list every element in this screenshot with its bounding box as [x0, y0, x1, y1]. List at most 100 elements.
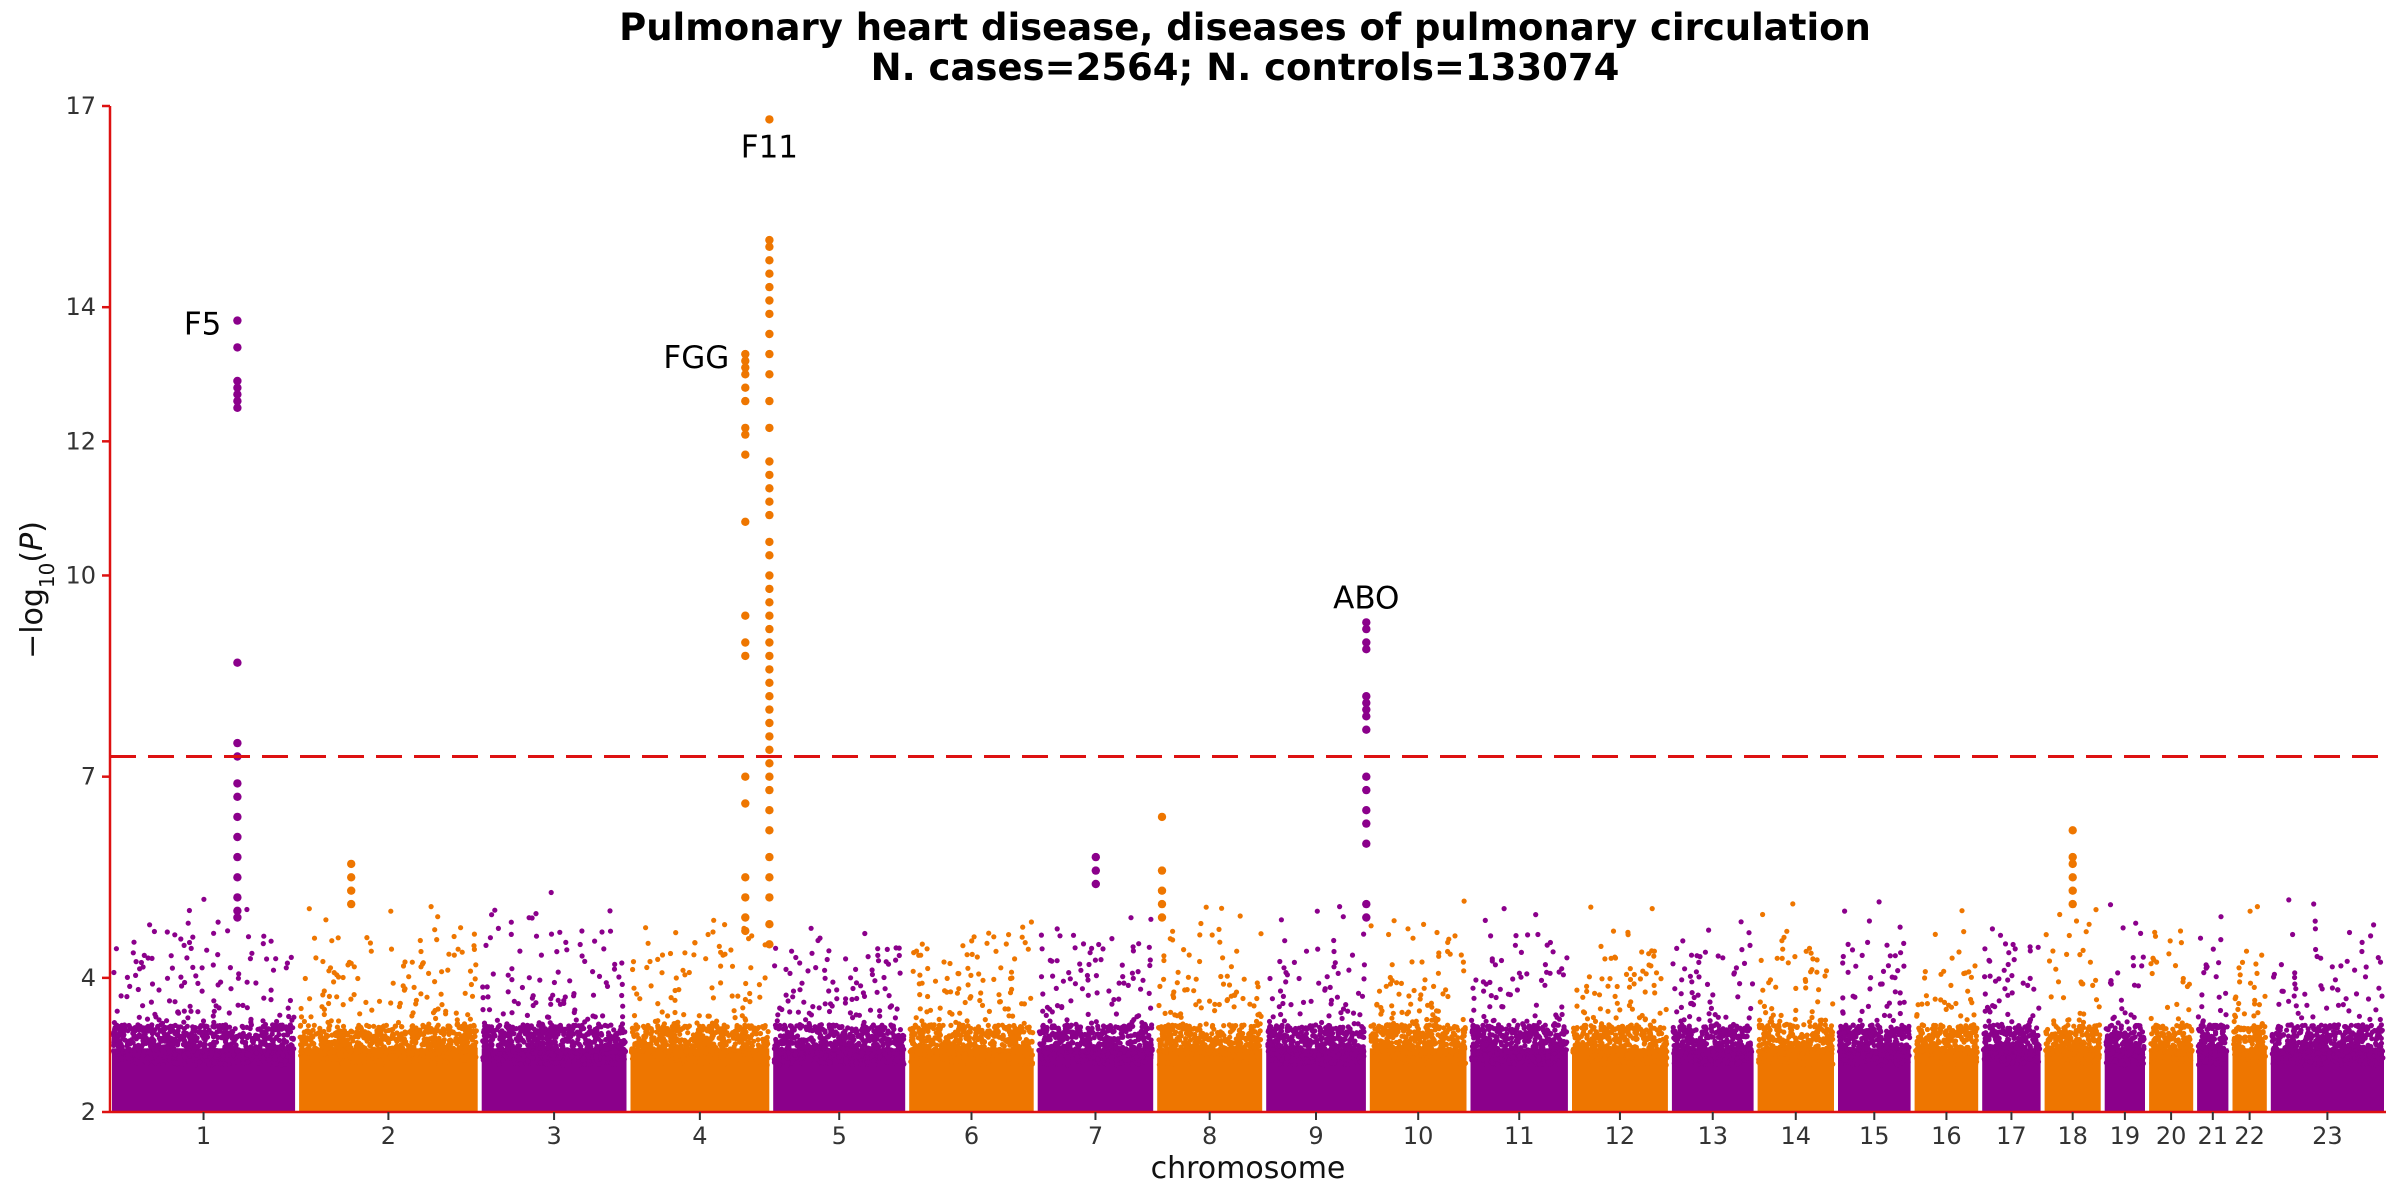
snp-point	[331, 1058, 337, 1064]
snp-point	[885, 1028, 891, 1034]
snp-point	[1138, 1052, 1144, 1058]
snp-point	[229, 1033, 235, 1039]
snp-point	[718, 963, 724, 969]
snp-point	[329, 938, 335, 944]
snp-point	[1028, 995, 1034, 1001]
snp-point	[795, 1009, 802, 1015]
snp-point	[577, 1030, 583, 1036]
snp-point	[831, 1052, 837, 1058]
snp-point	[604, 983, 611, 990]
snp-point	[631, 1013, 638, 1019]
snp-point	[926, 1034, 932, 1040]
snp-point	[1138, 1047, 1144, 1053]
snp-point	[388, 946, 395, 952]
snp-point	[139, 1044, 145, 1050]
snp-point	[140, 1028, 146, 1034]
snp-point	[1057, 933, 1063, 939]
snp-point	[1147, 957, 1153, 963]
snp-point	[762, 1049, 768, 1055]
snp-point	[694, 1051, 700, 1057]
snp-point	[465, 1039, 471, 1045]
snp-point	[114, 1008, 120, 1014]
snp-point	[1043, 1012, 1049, 1019]
snp-point	[278, 1062, 284, 1068]
snp-point	[367, 1041, 373, 1047]
snp-point	[227, 1024, 233, 1030]
snp-point	[1005, 1054, 1012, 1060]
snp-point	[507, 1031, 513, 1037]
snp-point	[336, 1050, 342, 1056]
snp-point	[509, 1010, 515, 1016]
snp-point	[944, 975, 950, 982]
snp-point	[934, 1050, 941, 1056]
snp-point	[224, 1057, 230, 1063]
snp-point	[402, 959, 408, 965]
snp-point	[113, 946, 119, 952]
snp-point	[334, 972, 340, 978]
snp-point	[953, 1033, 959, 1039]
snp-point	[1138, 986, 1144, 992]
snp-point	[643, 1030, 650, 1036]
snp-point	[199, 965, 205, 971]
snp-point	[482, 1023, 488, 1029]
snp-point	[932, 978, 939, 984]
snp-point	[853, 966, 859, 973]
snp-point	[265, 1042, 271, 1049]
snp-point	[326, 993, 332, 1000]
snp-point	[1062, 1034, 1068, 1040]
snp-point	[697, 1059, 703, 1065]
snp-point	[674, 1048, 680, 1055]
snp-point	[125, 1059, 131, 1065]
snp-point	[518, 1061, 524, 1068]
snp-point	[517, 948, 523, 954]
snp-point	[211, 1008, 217, 1014]
snp-point	[264, 956, 270, 962]
snp-point	[467, 968, 474, 974]
snp-point	[429, 1035, 435, 1041]
snp-point	[125, 1052, 131, 1058]
snp-point	[986, 930, 992, 936]
snp-point	[920, 1034, 926, 1040]
snp-point	[877, 1054, 883, 1060]
chromosome-3-points	[480, 889, 629, 1112]
snp-point	[1106, 988, 1112, 994]
snp-point	[606, 1032, 612, 1039]
snp-point	[537, 977, 543, 983]
snp-point	[935, 1058, 941, 1064]
snp-point	[152, 1052, 158, 1058]
snp-point	[620, 1003, 626, 1009]
snp-point	[409, 1051, 415, 1057]
snp-point	[508, 919, 514, 925]
snp-point	[497, 1034, 503, 1040]
snp-point	[642, 1053, 649, 1059]
snp-point	[277, 1012, 283, 1018]
snp-point	[132, 1051, 138, 1057]
snp-point	[1019, 1059, 1025, 1065]
snp-point	[332, 1038, 338, 1045]
snp-point	[496, 1062, 502, 1068]
snp-point	[814, 1050, 820, 1056]
snp-point	[462, 990, 468, 996]
snp-point	[226, 1010, 232, 1016]
snp-point	[546, 1038, 553, 1044]
snp-point	[551, 1053, 557, 1059]
snp-point	[635, 1024, 641, 1030]
snp-point	[141, 1048, 147, 1054]
snp-point	[848, 975, 854, 981]
snp-point	[799, 980, 805, 986]
snp-point	[401, 1036, 407, 1042]
snp-point	[149, 955, 155, 962]
snp-point	[984, 940, 990, 946]
snp-point	[240, 1025, 246, 1031]
snp-point	[1125, 1033, 1131, 1039]
snp-point	[854, 995, 860, 1002]
snp-point	[306, 906, 312, 912]
snp-point	[694, 1020, 700, 1026]
snp-point	[1128, 915, 1134, 921]
snp-point	[719, 1037, 726, 1043]
snp-point	[803, 1017, 809, 1023]
snp-point	[400, 963, 407, 969]
snp-point	[144, 1016, 151, 1022]
snp-point	[572, 1007, 578, 1013]
snp-point	[409, 959, 415, 965]
